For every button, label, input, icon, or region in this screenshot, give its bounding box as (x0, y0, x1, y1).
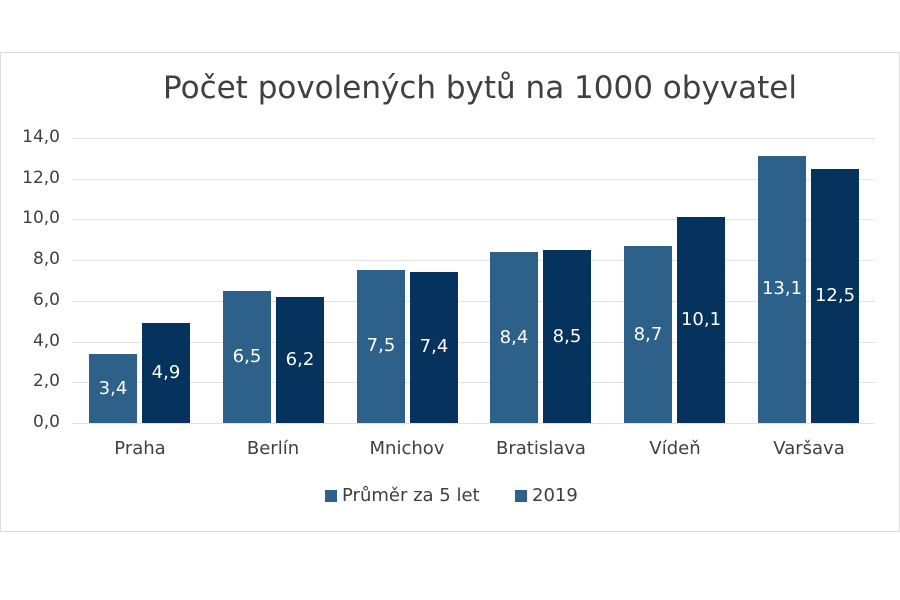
data-label: 4,9 (151, 362, 181, 383)
legend-item: 2019 (515, 485, 578, 506)
x-tick-label: Bratislava (496, 438, 586, 459)
data-label: 8,4 (499, 327, 529, 348)
y-tick-label: 2,0 (32, 371, 60, 391)
bar-vídeň-avg5y: 8,7 (624, 246, 672, 423)
data-label: 6,2 (285, 349, 315, 370)
y-tick-label: 4,0 (32, 331, 60, 351)
bar-praha-2019: 4,9 (142, 323, 190, 423)
data-label: 7,4 (419, 336, 449, 357)
data-label: 7,5 (366, 335, 396, 356)
legend-label: Průměr za 5 let (342, 485, 480, 506)
bar-mnichov-2019: 7,4 (410, 272, 458, 423)
x-tick-label: Berlín (246, 438, 300, 459)
bar-berlín-avg5y: 6,5 (223, 291, 271, 423)
y-tick-label: 8,0 (32, 249, 60, 269)
data-label: 6,5 (232, 346, 262, 367)
bar-bratislava-2019: 8,5 (543, 250, 591, 423)
data-label: 13,1 (761, 278, 803, 299)
bar-mnichov-avg5y: 7,5 (357, 270, 405, 423)
gridline (72, 179, 875, 180)
gridline (72, 219, 875, 220)
y-tick-label: 0,0 (32, 412, 60, 432)
bar-vídeň-2019: 10,1 (677, 217, 725, 423)
bar-berlín-2019: 6,2 (276, 297, 324, 423)
y-tick-label: 14,0 (22, 127, 60, 147)
data-label: 8,5 (552, 326, 582, 347)
data-label: 10,1 (680, 309, 722, 330)
bar-varšava-2019: 12,5 (811, 169, 859, 423)
gridline (72, 301, 875, 302)
gridline (72, 382, 875, 383)
y-tick-label: 10,0 (22, 208, 60, 228)
y-tick-label: 6,0 (32, 290, 60, 310)
gridline (72, 423, 875, 424)
legend-swatch-icon (515, 489, 527, 502)
bar-praha-avg5y: 3,4 (89, 354, 137, 423)
gridline (72, 342, 875, 343)
legend-item: Průměr za 5 let (325, 485, 480, 506)
legend-label: 2019 (532, 485, 578, 506)
x-tick-label: Mnichov (369, 438, 445, 459)
data-label: 12,5 (814, 285, 856, 306)
legend-swatch-icon (325, 489, 337, 502)
data-label: 8,7 (633, 324, 663, 345)
data-label: 3,4 (98, 378, 128, 399)
bar-varšava-avg5y: 13,1 (758, 156, 806, 423)
gridline (72, 138, 875, 139)
y-tick-label: 12,0 (22, 168, 60, 188)
gridline (72, 260, 875, 261)
bar-bratislava-avg5y: 8,4 (490, 252, 538, 423)
x-tick-label: Varšava (773, 438, 845, 459)
chart-title: Počet povolených bytů na 1000 obyvatel (163, 70, 797, 106)
x-tick-label: Praha (114, 438, 166, 459)
legend: Průměr za 5 let 2019 (0, 485, 900, 507)
x-tick-label: Vídeň (649, 438, 701, 459)
